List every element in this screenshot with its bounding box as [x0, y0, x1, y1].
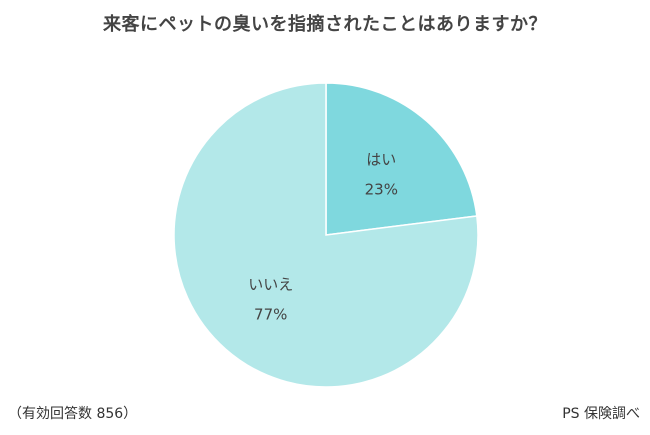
- chart-title: 来客にペットの臭いを指摘されたことはありますか？: [103, 14, 547, 35]
- source-note: PS 保険調べ: [562, 406, 640, 422]
- slice-value-0: 23%: [365, 180, 398, 198]
- pie-slice-1: [173, 82, 479, 388]
- slice-label-0: はい: [366, 150, 396, 168]
- sample-size-note: （有効回答数 856）: [8, 406, 138, 422]
- pie-slice-0: [325, 82, 478, 236]
- slice-value-1: 77%: [254, 306, 287, 324]
- slice-label-1: いいえ: [248, 276, 293, 294]
